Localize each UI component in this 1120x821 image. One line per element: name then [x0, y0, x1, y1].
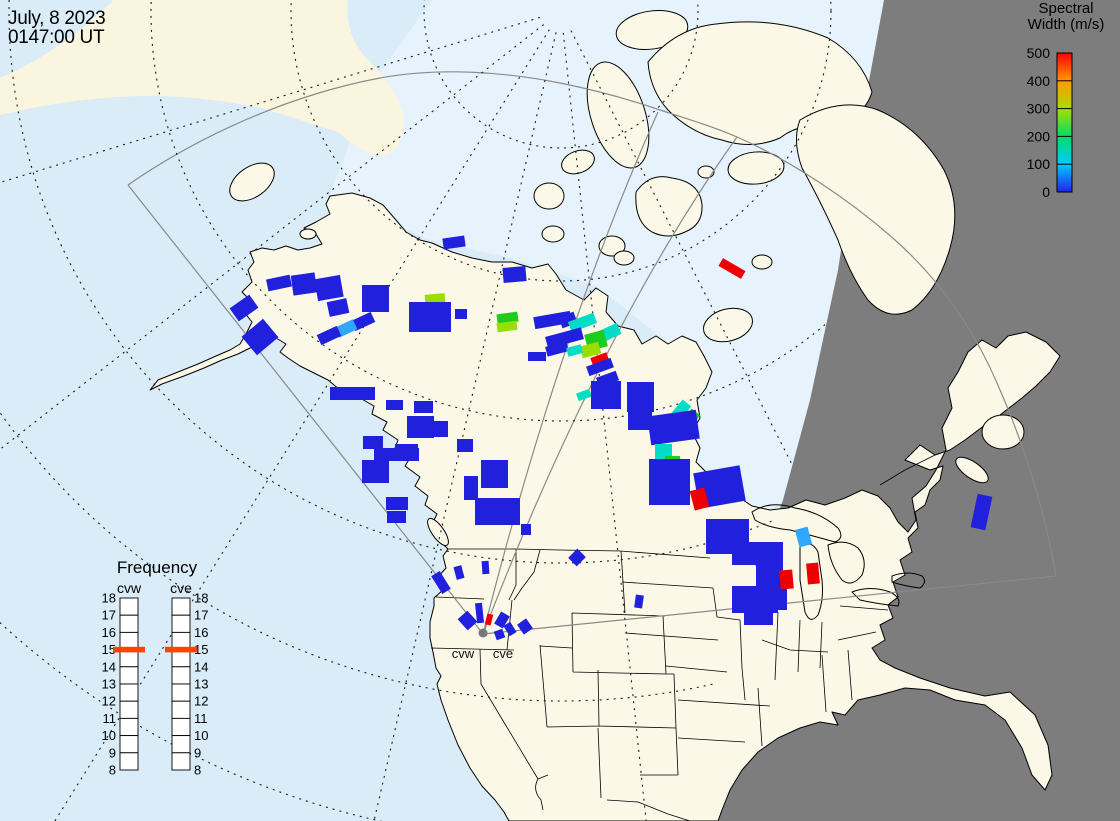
echo-cell [502, 266, 526, 283]
frequency-cell [120, 667, 138, 684]
echo-cell [762, 542, 782, 557]
frequency-scale-label: 13 [194, 677, 208, 692]
active-frequency-marker [165, 647, 197, 653]
radar-site-marker [479, 629, 488, 638]
frequency-cell [172, 736, 190, 753]
frequency-cell [120, 718, 138, 735]
echo-cell [291, 272, 318, 295]
radar-site-label-east: cve [493, 646, 513, 661]
frequency-scale-label: 16 [194, 625, 208, 640]
frequency-cell [172, 615, 190, 632]
datetime-label: July, 8 2023 0147:00 UT [8, 8, 105, 48]
radar-site-label-west: cvw [452, 646, 475, 661]
echo-cell [806, 563, 820, 585]
frequency-scale-label: 17 [102, 608, 116, 623]
echo-cell [363, 436, 383, 449]
colorbar-tick-label: 0 [1042, 184, 1050, 200]
frequency-cell [120, 615, 138, 632]
frequency-scale-label: 12 [102, 694, 116, 709]
frequency-column-label-cvw: cvw [117, 580, 142, 596]
time-text: 0147:00 UT [8, 27, 105, 48]
frequency-scale-label: 18 [102, 591, 116, 606]
frequency-scale-label: 9 [194, 745, 201, 760]
echo-cell [387, 511, 406, 523]
echo-cell [779, 569, 794, 589]
frequency-cell [172, 667, 190, 684]
echo-cell [409, 302, 451, 332]
frequency-scale-label: 14 [102, 659, 116, 674]
frequency-scale-label: 9 [109, 745, 116, 760]
frequency-cell [120, 684, 138, 701]
frequency-scale-label: 8 [194, 763, 201, 778]
echo-cell [433, 421, 448, 437]
echo-cell [475, 498, 520, 525]
echo-cell [395, 444, 418, 461]
colorbar-tick-label: 300 [1027, 101, 1051, 117]
echo-cell [386, 497, 408, 510]
echo-cell [386, 400, 403, 410]
colorbar-tick-label: 400 [1027, 73, 1051, 89]
colorbar-gradient-bar [1057, 53, 1072, 192]
echo-cell [591, 381, 621, 409]
frequency-scale-label: 10 [102, 728, 116, 743]
date-text: July, 8 2023 [8, 8, 105, 29]
frequency-cell [120, 598, 138, 615]
frequency-cell [172, 753, 190, 770]
colorbar-tick-label: 100 [1027, 156, 1051, 172]
frequency-cell [172, 701, 190, 718]
echo-cell [769, 589, 787, 610]
echo-cell [407, 416, 434, 438]
echo-cell [362, 460, 389, 483]
echo-cell [455, 309, 467, 319]
radar-map-canvas: cvw cve July, 8 2023 0147:00 UT Spectral… [0, 0, 1120, 821]
frequency-scale-label: 12 [194, 694, 208, 709]
frequency-cell [120, 753, 138, 770]
frequency-scale-label: 13 [102, 677, 116, 692]
colorbar-tick-label: 200 [1027, 128, 1051, 144]
echo-cell [482, 561, 490, 574]
frequency-cell [172, 684, 190, 701]
frequency-cell [172, 718, 190, 735]
colorbar-title-line1: Spectral [1038, 0, 1093, 17]
frequency-scale-label: 18 [194, 591, 208, 606]
echo-cell [330, 387, 375, 400]
frequency-legend-title: Frequency [117, 558, 198, 577]
frequency-scale-label: 11 [103, 711, 117, 726]
echo-cell [744, 612, 773, 625]
echo-cell [528, 352, 546, 361]
colorbar-tick-label: 500 [1027, 45, 1051, 61]
active-frequency-marker [113, 647, 145, 653]
echo-cell [362, 285, 389, 312]
echo-cell [649, 459, 690, 505]
frequency-scale-label: 10 [194, 728, 208, 743]
frequency-scale-label: 8 [109, 763, 116, 778]
echo-cell [314, 275, 343, 301]
frequency-scale-label: 17 [194, 608, 208, 623]
echo-cell [640, 389, 649, 400]
frequency-scale-label: 14 [194, 659, 208, 674]
echo-cell [464, 476, 478, 500]
echo-cell [457, 439, 473, 452]
frequency-cell [120, 736, 138, 753]
superdarn-summary-plot: cvw cve July, 8 2023 0147:00 UT Spectral… [0, 0, 1120, 821]
echo-cell [521, 524, 531, 535]
echo-cell [756, 564, 783, 589]
echo-cell [481, 460, 508, 488]
frequency-cell [120, 701, 138, 718]
frequency-scale-label: 11 [194, 711, 208, 726]
frequency-cell [172, 598, 190, 615]
colorbar-title-line2: Width (m/s) [1028, 16, 1105, 33]
frequency-column-label-cve: cve [170, 580, 192, 596]
echo-cell [414, 401, 433, 413]
frequency-scale-label: 16 [102, 625, 116, 640]
